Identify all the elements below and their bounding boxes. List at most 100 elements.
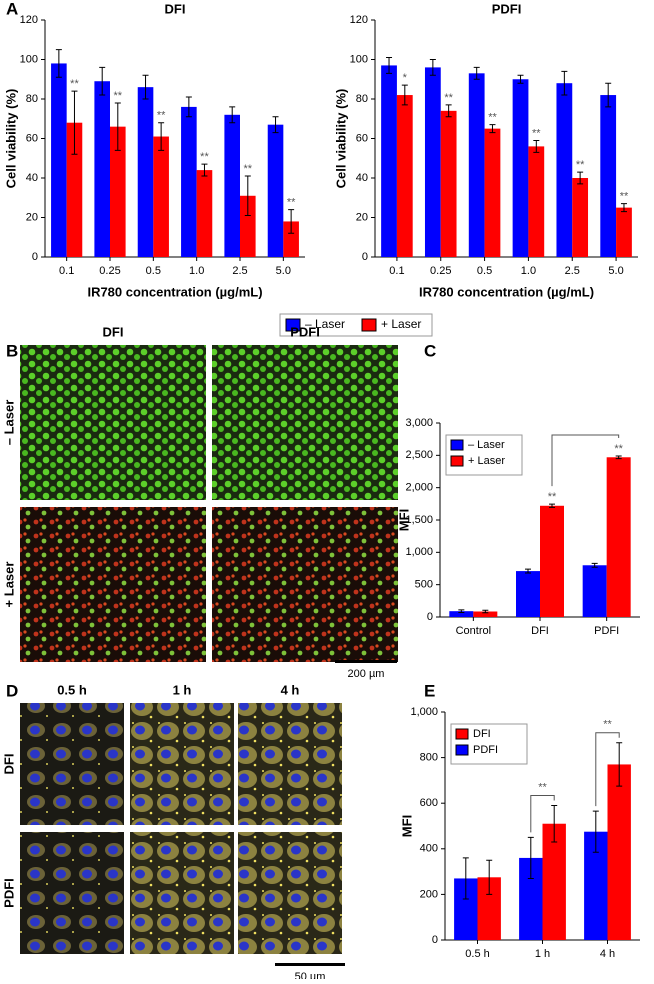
bar	[224, 114, 240, 257]
bar	[181, 106, 197, 258]
y-tick-label: 60	[356, 132, 368, 144]
error-bar	[486, 859, 493, 895]
y-tick-label: 200	[420, 888, 438, 900]
row-label: + Laser	[1, 562, 16, 608]
column-label: DFI	[103, 324, 124, 339]
bar	[607, 764, 631, 940]
y-tick-label: 20	[26, 211, 38, 223]
error-bar	[229, 106, 236, 124]
row-label: PDFI	[1, 878, 16, 908]
bar	[196, 170, 213, 257]
error-bar	[55, 49, 62, 78]
legend-swatch	[455, 728, 469, 740]
bar	[110, 126, 126, 258]
y-tick-label: 800	[420, 752, 438, 764]
micrograph	[20, 345, 206, 500]
significance-label: **	[614, 443, 623, 455]
error-bar	[473, 66, 480, 80]
panel-label: D	[6, 681, 18, 700]
significance-label: *	[403, 72, 408, 84]
micrograph	[238, 703, 342, 825]
error-bar	[616, 742, 623, 787]
bar	[473, 611, 498, 617]
legend-swatch	[285, 318, 301, 332]
legend-swatch	[450, 455, 464, 467]
chart-title: PDFI	[492, 1, 522, 16]
error-bar	[272, 116, 279, 134]
x-tick-label: 0.25	[430, 265, 451, 277]
x-tick-label: 0.5 h	[465, 948, 489, 960]
scale-bar	[335, 660, 397, 663]
bar	[137, 87, 154, 258]
micrograph	[20, 507, 206, 662]
significance-label: **	[548, 491, 557, 503]
legend-swatch	[455, 744, 469, 756]
bar	[153, 136, 169, 257]
legend-box	[279, 313, 433, 337]
micrograph	[130, 832, 234, 954]
error-bar	[591, 562, 598, 568]
bar	[94, 81, 110, 257]
error-bar	[549, 503, 555, 508]
y-tick-label: 0	[32, 251, 38, 263]
significance-label: **	[200, 151, 209, 163]
x-tick-label: 1.0	[189, 265, 204, 277]
bar	[556, 83, 573, 257]
scale-bar-label: 50 µm	[295, 971, 326, 979]
x-tick-label: 0.1	[389, 265, 404, 277]
significance-label: **	[620, 191, 629, 203]
column-label: 1 h	[173, 682, 192, 697]
error-bar	[533, 139, 540, 153]
y-axis-label: MFI	[396, 509, 411, 531]
x-tick-label: 0.5	[477, 265, 492, 277]
significance-label: **	[576, 159, 585, 171]
bracket	[595, 732, 620, 807]
significance-label: **	[157, 110, 166, 122]
significance-label: **	[532, 127, 541, 139]
bar	[454, 878, 478, 940]
y-tick-label: 2,500	[405, 449, 433, 461]
bar	[484, 128, 501, 257]
column-label: 0.5 h	[57, 682, 87, 697]
error-bar	[114, 102, 121, 151]
significance-label: **	[114, 90, 123, 102]
bar	[468, 73, 485, 257]
panel-label: E	[424, 681, 435, 700]
bar	[540, 505, 564, 617]
error-bar	[551, 804, 558, 843]
error-bar	[288, 209, 295, 234]
micrograph	[212, 507, 398, 662]
x-axis-label: IR780 concentration (µg/mL)	[87, 284, 262, 299]
error-bar	[561, 70, 568, 96]
bar	[240, 195, 256, 257]
x-tick-label: 2.5	[232, 265, 247, 277]
significance-label: **	[444, 92, 453, 104]
bracket	[551, 434, 620, 487]
bar	[66, 122, 83, 257]
bar	[542, 823, 566, 940]
column-label: PDFI	[290, 324, 320, 339]
error-bar	[462, 857, 469, 900]
error-bar	[525, 568, 531, 574]
legend-label: – Laser	[305, 317, 345, 331]
x-tick-label: 1 h	[535, 948, 550, 960]
y-tick-label: 100	[350, 53, 368, 65]
bar	[51, 63, 67, 258]
bar	[283, 221, 299, 257]
y-tick-label: 40	[356, 172, 368, 184]
chart-title: DFI	[165, 1, 186, 16]
y-tick-label: 600	[420, 797, 438, 809]
x-tick-label: 5.0	[276, 265, 291, 277]
y-tick-label: 1,000	[410, 706, 438, 718]
row-label: – Laser	[1, 400, 16, 446]
error-bar	[592, 810, 599, 853]
y-tick-label: 500	[415, 579, 433, 591]
error-bar	[605, 82, 612, 108]
micrograph	[20, 832, 124, 954]
legend-swatch	[361, 318, 377, 332]
error-bar	[185, 96, 192, 118]
y-tick-label: 2,000	[405, 482, 433, 494]
legend-label: DFI	[473, 728, 491, 740]
y-tick-label: 80	[26, 93, 38, 105]
error-bar	[142, 74, 149, 100]
